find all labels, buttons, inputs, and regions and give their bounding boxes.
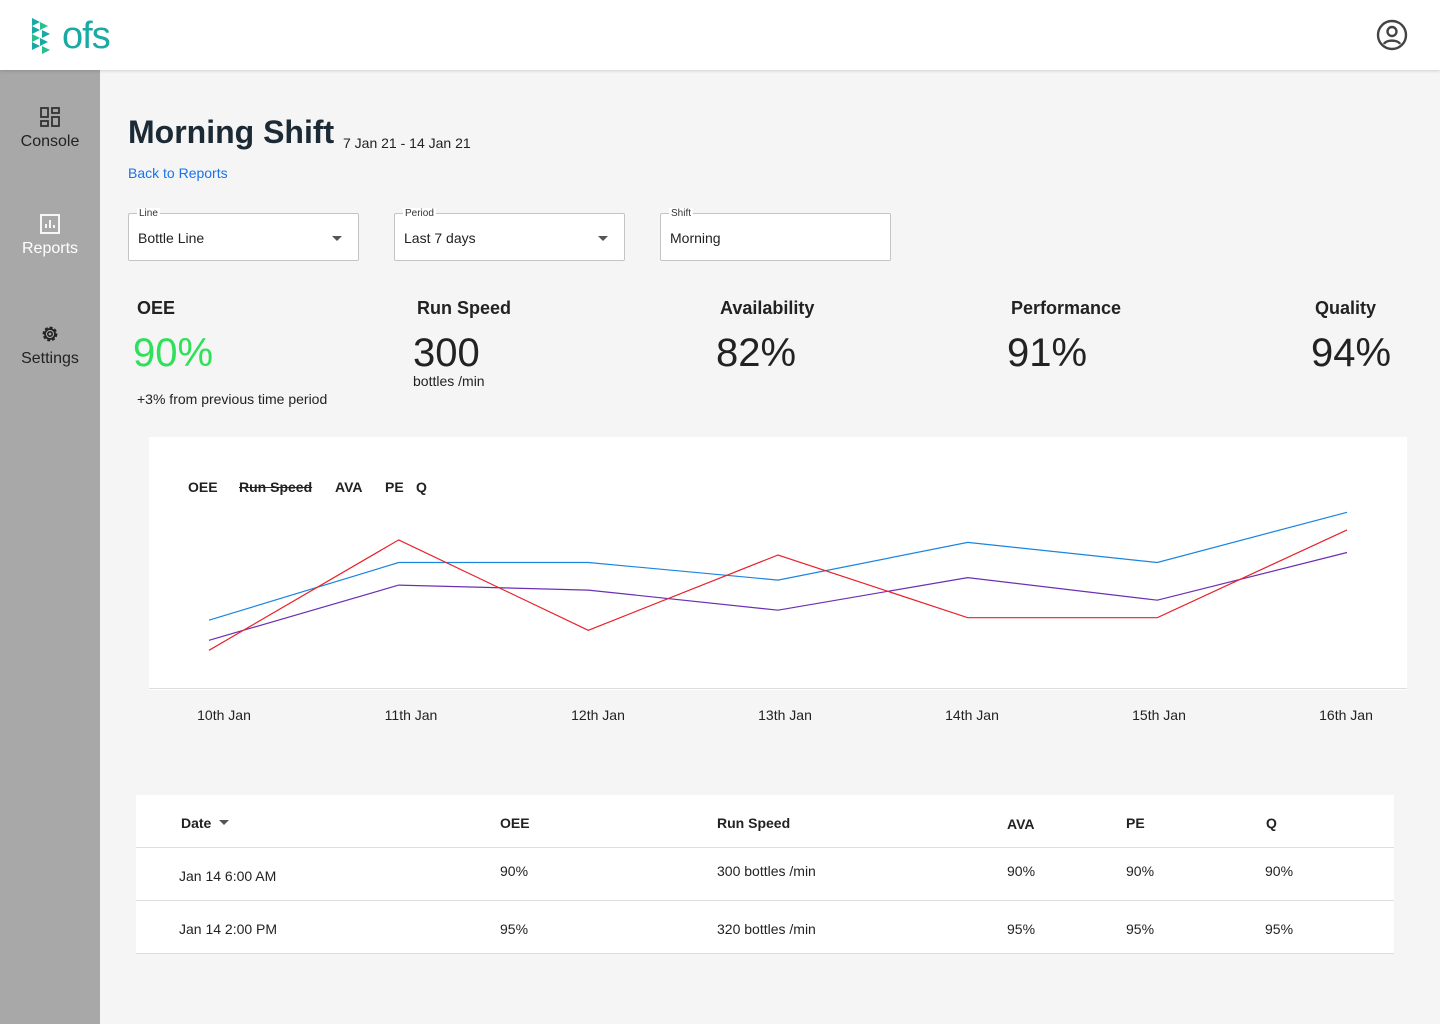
- x-axis-line: [149, 688, 1407, 689]
- main-content: Morning Shift 7 Jan 21 - 14 Jan 21 Back …: [100, 70, 1440, 1024]
- kpi-title: OEE: [137, 298, 176, 318]
- kpi-note: +3% from previous time period: [137, 391, 328, 407]
- cell-q: 90%: [1265, 863, 1294, 879]
- back-to-reports-link[interactable]: Back to Reports: [128, 165, 228, 181]
- sidebar-item-label: Console: [20, 133, 80, 150]
- x-tick-label: 13th Jan: [758, 707, 812, 723]
- cell-ava: 95%: [1007, 921, 1036, 937]
- series-line-3: [208, 529, 1348, 651]
- kpi-unit: bottles /min: [413, 373, 485, 389]
- ofs-logo[interactable]: ofs: [28, 14, 118, 58]
- cell-oee: 90%: [500, 863, 529, 879]
- x-tick-label: 14th Jan: [945, 707, 999, 723]
- column-header-oee[interactable]: OEE: [500, 815, 530, 831]
- kpi-quality: Quality 94%: [1311, 298, 1391, 373]
- chevron-down-icon: [598, 236, 608, 241]
- row-divider: [136, 900, 1394, 901]
- table-row[interactable]: Jan 14 6:00 AM 90% 300 bottles /min 90% …: [136, 848, 1394, 900]
- cell-run-speed: 320 bottles /min: [717, 921, 816, 937]
- gear-icon: [42, 326, 58, 342]
- kpi-availability: Availability 82%: [716, 298, 814, 373]
- kpi-title: Availability: [720, 298, 815, 318]
- kpi-title: Performance: [1011, 298, 1122, 318]
- shift-field-value: Morning: [670, 230, 721, 246]
- column-header-label: Date: [181, 815, 212, 831]
- sidebar-item-settings[interactable]: Settings: [0, 323, 100, 368]
- cell-pe: 90%: [1126, 863, 1155, 879]
- cell-q: 95%: [1265, 921, 1294, 937]
- x-tick-label: 12th Jan: [571, 707, 625, 723]
- shift-field-label: Shift: [669, 208, 694, 220]
- x-tick-label: 10th Jan: [197, 707, 251, 723]
- sidebar-item-label: Reports: [21, 240, 79, 257]
- column-header-pe[interactable]: PE: [1126, 815, 1145, 831]
- column-header-date[interactable]: Date: [181, 815, 230, 831]
- cell-date: Jan 14 6:00 AM: [179, 868, 277, 884]
- logo-text: ofs: [62, 15, 111, 57]
- period-select-value: Last 7 days: [404, 230, 476, 246]
- kpi-value: 300: [413, 331, 480, 375]
- series-line-2: [208, 551, 1348, 641]
- kpi-value: 82%: [716, 331, 797, 375]
- kpi-run-speed: Run Speed 300 bottles /min: [413, 298, 511, 389]
- legend-q[interactable]: Q: [416, 479, 427, 495]
- chevron-down-icon: [332, 236, 342, 241]
- bar-chart-icon: [40, 214, 60, 234]
- line-select-label: Line: [137, 208, 160, 220]
- legend-pe[interactable]: PE: [385, 479, 404, 495]
- table-row[interactable]: Jan 14 2:00 PM 95% 320 bottles /min 95% …: [136, 901, 1394, 953]
- sidebar-item-console[interactable]: Console: [0, 106, 100, 151]
- kpi-title: Run Speed: [417, 298, 512, 318]
- x-tick-label: 16th Jan: [1319, 707, 1373, 723]
- x-tick-label: 11th Jan: [384, 707, 438, 723]
- period-select[interactable]: Period Last 7 days: [394, 208, 625, 261]
- row-divider: [136, 847, 1394, 848]
- legend-oee[interactable]: OEE: [188, 479, 218, 495]
- sidebar-item-label: Settings: [21, 350, 79, 367]
- trend-chart: OEE Run Speed AVA PE Q: [149, 437, 1407, 690]
- kpi-performance: Performance 91%: [1007, 298, 1121, 373]
- logo-mark-icon: [32, 18, 50, 54]
- series-line-1: [208, 511, 1348, 621]
- legend-ava[interactable]: AVA: [335, 479, 363, 495]
- kpi-value: 90%: [133, 331, 214, 375]
- cell-oee: 95%: [500, 921, 529, 937]
- row-divider: [136, 953, 1394, 954]
- kpi-oee: OEE 90% +3% from previous time period: [133, 298, 328, 407]
- cell-pe: 95%: [1126, 921, 1155, 937]
- chart-plot-area: [208, 511, 1348, 651]
- period-select-label: Period: [403, 208, 436, 220]
- cell-ava: 90%: [1007, 863, 1036, 879]
- column-header-run-speed[interactable]: Run Speed: [717, 815, 791, 831]
- legend-run-speed[interactable]: Run Speed: [239, 479, 313, 495]
- date-range: 7 Jan 21 - 14 Jan 21: [343, 135, 471, 151]
- shift-field[interactable]: Shift Morning: [660, 208, 891, 261]
- sidebar-item-reports[interactable]: Reports: [0, 213, 100, 258]
- cell-run-speed: 300 bottles /min: [717, 863, 816, 879]
- shift-data-table: Date OEE Run Speed AVA PE Q Jan 14 6:00 …: [136, 795, 1394, 954]
- dashboard-grid-icon: [40, 107, 60, 127]
- line-select-value: Bottle Line: [138, 230, 205, 246]
- top-bar: ofs: [0, 0, 1440, 70]
- line-select[interactable]: Line Bottle Line: [128, 208, 359, 261]
- sidebar: Console Reports Settings: [0, 70, 100, 1024]
- kpi-value: 94%: [1311, 331, 1392, 375]
- user-account-button[interactable]: [1376, 19, 1408, 51]
- column-header-ava[interactable]: AVA: [1007, 816, 1035, 832]
- kpi-value: 91%: [1007, 331, 1088, 375]
- column-header-q[interactable]: Q: [1266, 815, 1277, 831]
- cell-date: Jan 14 2:00 PM: [179, 921, 278, 937]
- page-title: Morning Shift: [128, 114, 335, 150]
- kpi-title: Quality: [1315, 298, 1377, 318]
- user-circle-icon: [1376, 19, 1408, 51]
- sort-down-icon[interactable]: [219, 820, 230, 825]
- x-tick-label: 15th Jan: [1132, 707, 1186, 723]
